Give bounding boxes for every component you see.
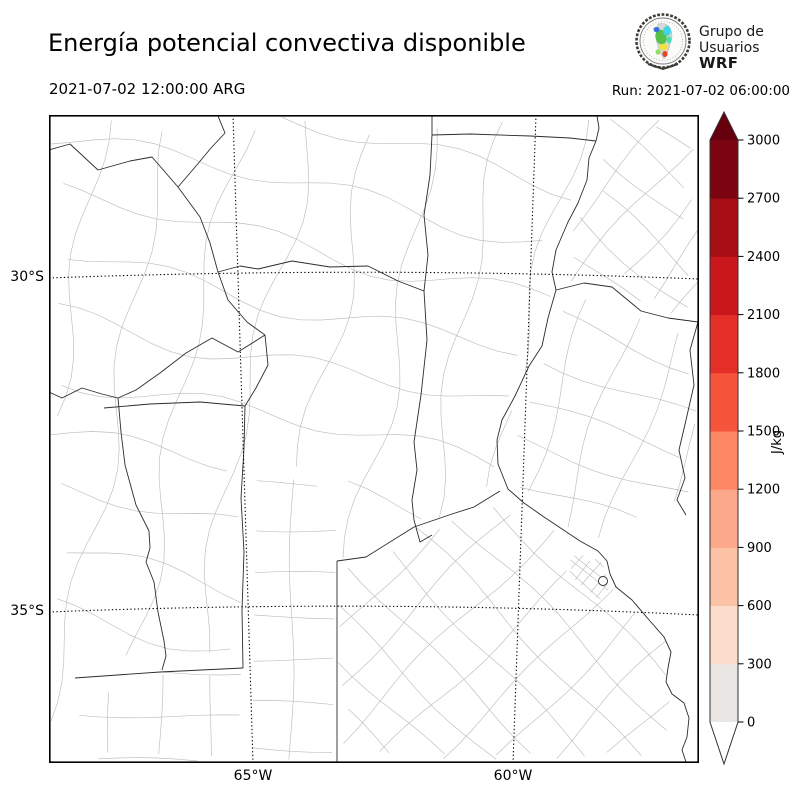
- svg-text:2700: 2700: [747, 192, 780, 207]
- logo-line-2: Usuarios: [699, 39, 760, 56]
- colorbar-canvas: 0 300 600 900 1200 1500 1800 2100 2400 2700 3000 J/…: [709, 110, 785, 766]
- valid-time-label: 2021-07-02 12:00:00 ARG: [49, 80, 246, 98]
- wrf-logo-icon: [635, 13, 691, 71]
- logo-line-1: Grupo de: [699, 24, 764, 40]
- svg-text:1200: 1200: [747, 483, 780, 498]
- gridline-35s: [49, 605, 699, 616]
- svg-text:1500: 1500: [747, 425, 780, 440]
- svg-text:900: 900: [747, 541, 772, 556]
- page-title: Energía potencial convectiva disponible: [48, 29, 526, 57]
- gridline-60w: [512, 115, 537, 763]
- svg-text:2400: 2400: [747, 250, 780, 265]
- svg-text:300: 300: [747, 657, 772, 672]
- colorbar: 0 300 600 900 1200 1500 1800 2100 2400 2700 3000 J/…: [704, 106, 799, 780]
- svg-text:0: 0: [747, 716, 755, 731]
- svg-text:2100: 2100: [747, 308, 780, 323]
- run-time-label: Run: 2021-07-02 06:00:00: [611, 83, 790, 99]
- bay-inlet-shape: [598, 576, 608, 586]
- department-boundaries: [50, 116, 698, 762]
- svg-text:3000: 3000: [747, 134, 780, 149]
- svg-text:1800: 1800: [747, 366, 780, 381]
- svg-text:600: 600: [747, 599, 772, 614]
- x-axis-tick-60w: 60°W: [493, 768, 533, 784]
- map-figure: [49, 115, 699, 763]
- x-axis-tick-65w: 65°W: [233, 768, 273, 784]
- svg-text:J/kg: J/kg: [770, 430, 785, 455]
- map-frame: [49, 115, 699, 763]
- logo-text: Grupo de Usuarios WRF: [699, 24, 764, 72]
- logo-line-3: WRF: [699, 54, 739, 72]
- province-boundaries: [49, 115, 699, 763]
- gridline-30s: [49, 271, 699, 280]
- gridline-65w: [232, 115, 254, 763]
- latlon-gridlines: [49, 115, 699, 763]
- y-axis-tick-35s: 35°S: [10, 603, 44, 619]
- y-axis-tick-30s: 30°S: [10, 269, 44, 285]
- map-canvas: [49, 115, 699, 763]
